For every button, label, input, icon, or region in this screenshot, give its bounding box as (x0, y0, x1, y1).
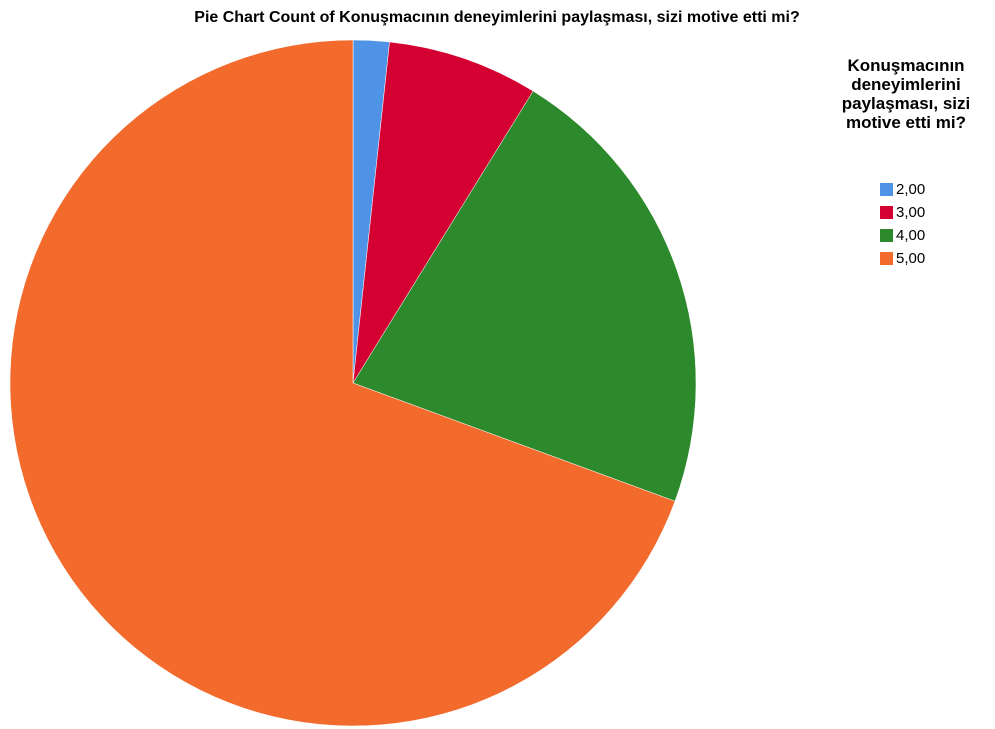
legend-swatch (880, 183, 893, 196)
legend-label: 2,00 (896, 181, 925, 198)
pie-slice (352, 41, 534, 384)
pie-slice (9, 39, 676, 727)
legend-swatch (880, 229, 893, 242)
legend-swatch (880, 206, 893, 219)
legend-title: Konuşmacının deneyimlerini paylaşması, s… (841, 56, 971, 132)
legend-label: 5,00 (896, 250, 925, 267)
pie-slice (352, 90, 697, 502)
chart-title: Pie Chart Count of Konuşmacının deneyiml… (194, 9, 799, 26)
legend-swatch (880, 252, 893, 265)
legend-label: 3,00 (896, 204, 925, 221)
legend-label: 4,00 (896, 227, 925, 244)
